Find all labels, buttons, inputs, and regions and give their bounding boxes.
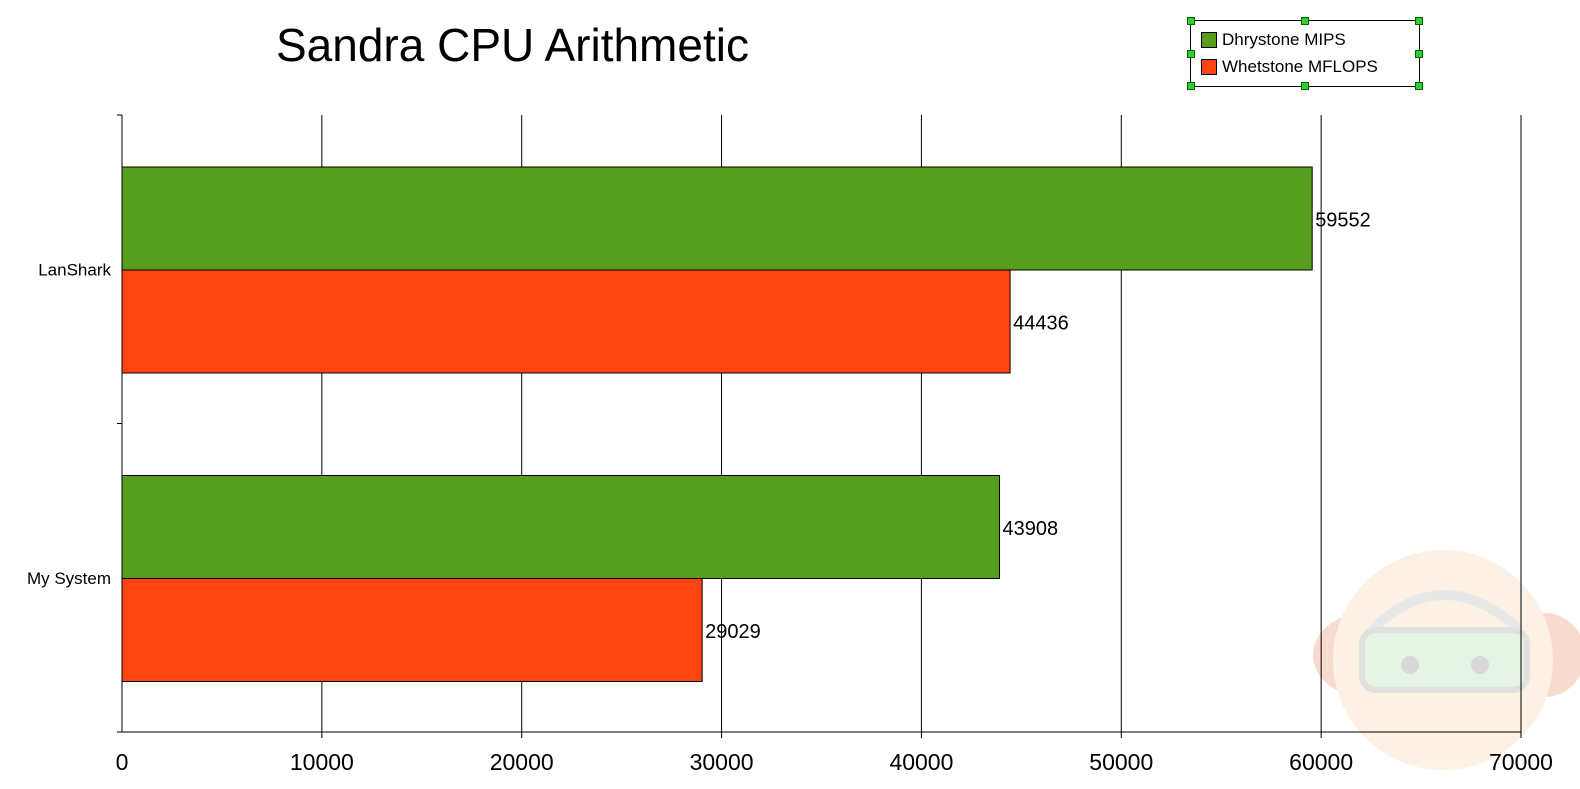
resize-handle[interactable] <box>1415 17 1423 25</box>
data-label: 43908 <box>1003 518 1059 540</box>
x-tick-label: 10000 <box>290 749 354 775</box>
x-tick-label: 70000 <box>1489 749 1553 775</box>
x-tick-label: 60000 <box>1289 749 1353 775</box>
x-tick-label: 50000 <box>1089 749 1153 775</box>
resize-handle[interactable] <box>1187 50 1195 58</box>
resize-handle[interactable] <box>1187 82 1195 90</box>
legend-item-whetstone: Whetstone MFLOPS <box>1201 57 1378 77</box>
legend-swatch <box>1201 59 1217 75</box>
resize-handle[interactable] <box>1301 17 1309 25</box>
x-tick-label: 40000 <box>889 749 953 775</box>
x-tick-label: 0 <box>116 749 129 775</box>
category-label: LanShark <box>38 260 111 279</box>
legend-item-dhrystone: Dhrystone MIPS <box>1201 30 1346 50</box>
data-label: 59552 <box>1315 210 1371 232</box>
bar-whetstone-mflops <box>121 269 1011 374</box>
x-tick-label: 30000 <box>690 749 754 775</box>
resize-handle[interactable] <box>1187 17 1195 25</box>
resize-handle[interactable] <box>1301 82 1309 90</box>
bar-whetstone-mflops <box>121 578 703 682</box>
category-label: My System <box>27 569 111 588</box>
legend-label: Whetstone MFLOPS <box>1222 57 1378 76</box>
resize-handle[interactable] <box>1415 50 1423 58</box>
resize-handle[interactable] <box>1415 82 1423 90</box>
legend[interactable]: Dhrystone MIPS Whetstone MFLOPS <box>1187 17 1423 90</box>
data-label: 29029 <box>705 621 761 643</box>
legend-label: Dhrystone MIPS <box>1222 30 1346 49</box>
legend-swatch <box>1201 32 1217 48</box>
chart-title: Sandra CPU Arithmetic <box>276 19 749 71</box>
bar-dhrystone-mips <box>121 475 1001 579</box>
data-label: 44436 <box>1013 313 1069 335</box>
x-tick-label: 20000 <box>490 749 554 775</box>
bar-dhrystone-mips <box>121 166 1313 271</box>
mascot-watermark-logo <box>1313 550 1580 770</box>
